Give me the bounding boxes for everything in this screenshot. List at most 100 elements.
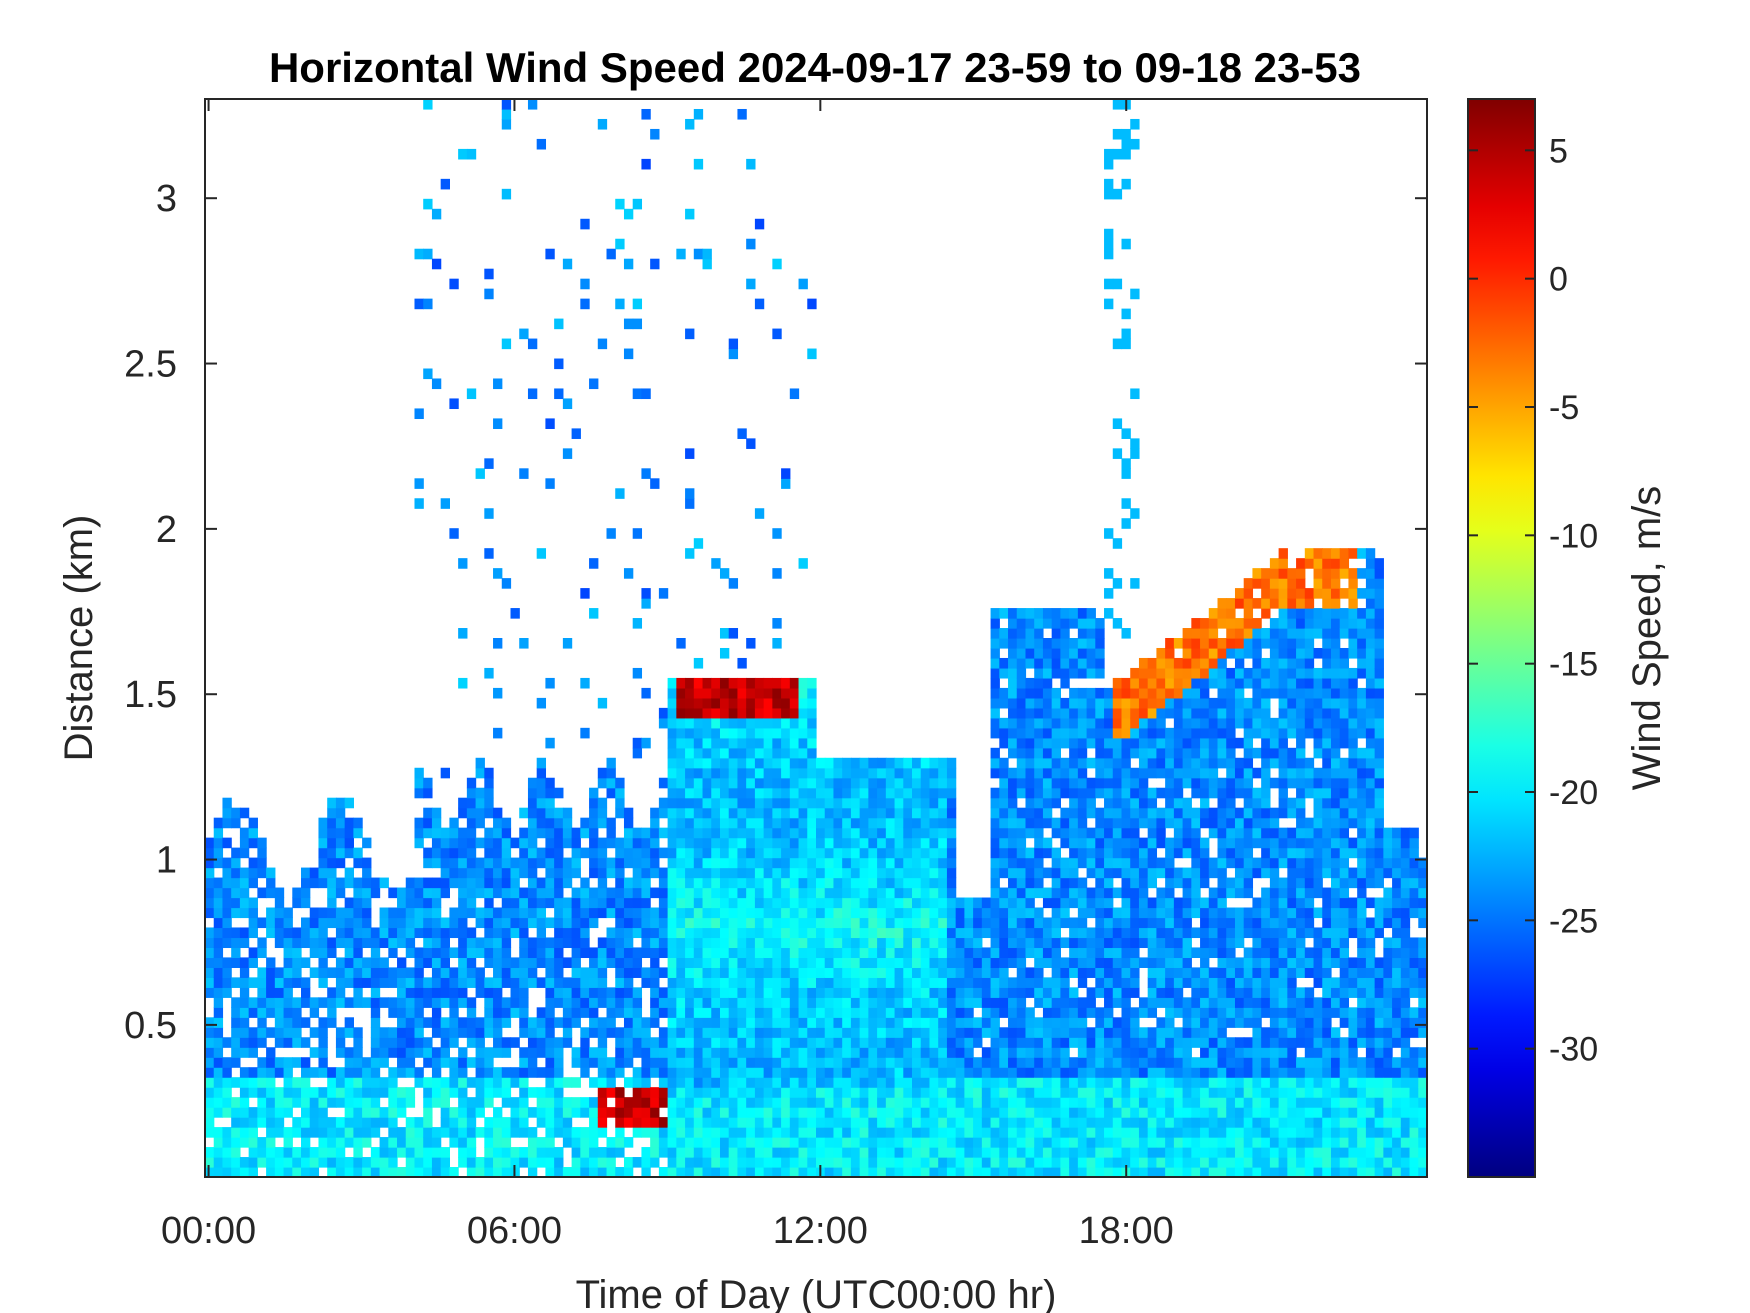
heatmap-cell [1008,917,1018,929]
heatmap-cell [1095,857,1105,869]
heatmap-cell [1112,418,1123,429]
heatmap-cell [702,987,712,998]
heatmap-cell [999,1057,1009,1068]
heatmap-cell [1130,877,1140,889]
heatmap-cell [1130,288,1140,300]
heatmap-cell [545,817,555,829]
heatmap-cell [292,887,302,899]
heatmap-cell [903,807,913,819]
heatmap-cell [353,827,363,839]
heatmap-cell [885,937,896,949]
heatmap-cell [772,817,782,829]
heatmap-cell [292,1087,302,1098]
heatmap-cell [824,797,835,809]
heatmap-cell [1069,1157,1079,1168]
heatmap-cell [990,1117,1000,1128]
heatmap-cell [388,1167,398,1178]
heatmap-cell [728,578,739,589]
heatmap-cell [527,967,538,978]
heatmap-cell [1173,1137,1184,1148]
heatmap-cell [711,1067,721,1078]
heatmap-cell [1182,1127,1192,1138]
heatmap-cell [763,927,773,939]
heatmap-cell [850,787,861,799]
heatmap-cell [981,1027,992,1038]
heatmap-cell [1173,747,1184,759]
heatmap-cell [1104,737,1114,749]
heatmap-cell [877,837,887,849]
heatmap-cell [737,108,747,120]
heatmap-cell [955,1067,965,1078]
heatmap-cell [266,1117,276,1128]
heatmap-cell [1060,887,1070,899]
heatmap-cell [318,1127,328,1138]
heatmap-cell [466,1037,477,1048]
heatmap-cell [1200,787,1210,799]
heatmap-cell [990,887,1000,899]
heatmap-cell [1095,628,1105,639]
heatmap-cell [929,817,939,829]
heatmap-cell [606,1007,616,1018]
heatmap-cell [1060,628,1070,639]
heatmap-cell [571,1017,581,1028]
heatmap-cell [1095,767,1105,779]
heatmap-cell [842,897,852,909]
heatmap-cell [1138,1107,1149,1118]
heatmap-cell [728,1127,739,1138]
heatmap-cell [423,1097,433,1108]
heatmap-cell [1191,877,1201,889]
heatmap-cell [894,1007,904,1018]
heatmap-cell [1200,777,1210,789]
heatmap-cell [423,1117,433,1128]
heatmap-cell [536,807,547,819]
heatmap-cell [1008,907,1018,919]
heatmap-cell [589,1107,599,1118]
heatmap-cell [562,827,573,839]
heatmap-cell [545,797,555,809]
heatmap-cell [1008,747,1018,759]
heatmap-cell [1226,927,1236,939]
heatmap-cell [702,767,712,779]
heatmap-cell [868,847,878,859]
heatmap-cell [1025,1047,1035,1058]
heatmap-cell [266,987,276,998]
heatmap-cell [693,767,704,779]
heatmap-cell [999,1107,1009,1118]
heatmap-cell [335,857,346,869]
heatmap-cell [1234,827,1245,839]
heatmap-cell [1208,727,1219,739]
heatmap-cell [213,1107,224,1118]
heatmap-cell [1226,628,1236,639]
heatmap-cell [999,657,1009,669]
heatmap-cell [405,1087,416,1098]
heatmap-cell [1165,987,1175,998]
heatmap-cell [1217,897,1227,909]
heatmap-cell [1121,1147,1131,1158]
heatmap-cell [842,877,852,889]
heatmap-cell [1147,977,1158,988]
heatmap-cell [946,1067,957,1078]
heatmap-cell [283,917,293,929]
heatmap-cell [719,677,730,689]
heatmap-cell [615,997,625,1008]
heatmap-cell [370,937,381,949]
heatmap-cell [388,917,398,929]
heatmap-cell [1060,897,1070,909]
heatmap-cell [1243,777,1254,789]
heatmap-cell [938,1007,948,1018]
heatmap-cell [1200,987,1210,998]
heatmap-cell [536,1157,547,1168]
heatmap-cell [842,777,852,789]
heatmap-cell [903,837,913,849]
heatmap-cell [737,1077,747,1088]
heatmap-cell [1112,927,1123,939]
heatmap-cell [1069,757,1079,769]
heatmap-cell [781,977,791,988]
heatmap-cell [746,987,756,998]
heatmap-cell [1060,787,1070,799]
heatmap-cell [379,957,389,968]
heatmap-cell [1147,797,1158,809]
heatmap-cell [571,937,581,949]
heatmap-cell [711,1107,721,1118]
heatmap-cell [301,1077,311,1088]
